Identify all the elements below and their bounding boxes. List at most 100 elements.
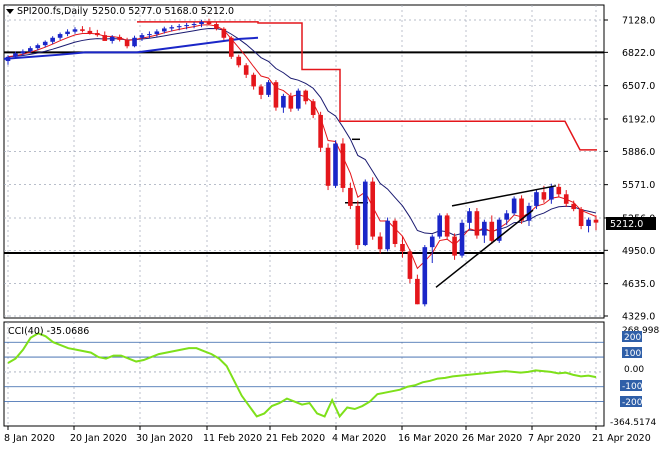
candle-body (251, 74, 256, 87)
main-chart-frame (3, 4, 605, 319)
price-tick-label: 6822.0 (622, 48, 655, 59)
time-axis: 8 Jan 2020 20 Jan 2020 30 Jan 2020 11 Feb 2… (4, 426, 651, 444)
time-tick-label: 20 Jan 2020 (70, 433, 127, 444)
candle-body (295, 90, 301, 109)
candle-body (95, 33, 100, 36)
candle-body (236, 56, 242, 66)
candle-body (496, 219, 502, 241)
wedge-lower-trendline (435, 209, 534, 288)
grid-lines (4, 5, 604, 426)
time-tick-label: 8 Jan 2020 (4, 433, 55, 444)
candle-body (310, 101, 316, 115)
candle-body (541, 192, 547, 200)
candle-body (348, 187, 353, 206)
candle-body (80, 29, 85, 31)
candle-body (578, 209, 584, 227)
candle-body (109, 36, 115, 41)
candle-body (370, 181, 376, 237)
symbol-label: SPI200.fs,Daily (17, 6, 88, 17)
candle-body (154, 31, 160, 35)
cci-panel-frame (3, 321, 605, 427)
candle-body (281, 95, 286, 108)
candle-body (169, 27, 175, 29)
cci-200-marker (622, 331, 642, 342)
candle-body (258, 86, 264, 95)
candle-body (191, 24, 197, 26)
candle-body (318, 114, 323, 148)
candle-body (511, 198, 517, 214)
current-price-marker (606, 217, 656, 230)
price-axis: 7128.06822.06507.06192.05886.05571.05256… (604, 16, 655, 323)
cci-axis-0: 0.00 (624, 365, 644, 375)
candle-body (206, 21, 212, 25)
resistance-step-line (137, 21, 597, 151)
current-price-label: 5212.0 (610, 219, 643, 230)
candle-body (333, 143, 338, 186)
candle-body (102, 35, 108, 41)
time-tick-label: 4 Mar 2020 (332, 433, 386, 444)
candle-body (407, 251, 413, 279)
candle-body (362, 181, 368, 246)
time-tick-label: 21 Feb 2020 (266, 433, 325, 444)
candle-body (13, 53, 18, 57)
cci-axis-m100: -100 (622, 382, 643, 392)
candle-body (132, 37, 137, 47)
candle-body (452, 236, 457, 256)
cci-m200-marker (620, 396, 642, 407)
cci-100-marker (622, 347, 642, 358)
candle-body (556, 186, 562, 195)
time-tick-label: 11 Feb 2020 (203, 433, 262, 444)
candle-body (385, 220, 390, 250)
time-tick-label: 26 Mar 2020 (462, 433, 522, 444)
price-tick-label: 6507.0 (622, 81, 655, 92)
price-tick-label: 6192.0 (622, 114, 655, 125)
candle-body (549, 186, 554, 200)
candle-body (429, 236, 435, 248)
candle-body (117, 36, 122, 40)
candle-body (415, 278, 420, 305)
wedge-upper-trendline (451, 185, 557, 207)
chart-dropdown-icon[interactable] (6, 9, 14, 14)
candle-body (474, 211, 480, 236)
candle-body (563, 194, 569, 204)
candle-body (35, 45, 41, 49)
price-tick-label: 4329.0 (622, 312, 655, 323)
trend-band-line (3, 36, 259, 60)
candle-body (65, 31, 70, 35)
candle-body (444, 215, 450, 237)
candle-body (124, 39, 130, 47)
candle-body (288, 95, 294, 109)
candle-body (221, 28, 227, 38)
candle-body (20, 51, 26, 54)
candle-body (504, 213, 509, 220)
candle-body (5, 56, 11, 62)
price-tick-label: 4635.0 (622, 279, 655, 290)
candle-body (176, 26, 182, 28)
drawn-trendlines (435, 185, 557, 288)
candle-body (400, 243, 405, 252)
candle-body (586, 219, 591, 227)
time-tick-label: 16 Mar 2020 (398, 433, 458, 444)
candle-body (467, 211, 472, 223)
candle-body (593, 219, 599, 223)
candle-body (340, 143, 346, 188)
candle-body (534, 192, 539, 206)
cci-axis-bottom: -364.5174 (610, 418, 656, 428)
candle-body (273, 82, 279, 108)
price-tick-label: 5571.0 (622, 180, 655, 191)
candle-body (243, 65, 249, 75)
candle-body (377, 236, 383, 250)
candle-body (57, 34, 63, 38)
candle-body (459, 222, 465, 256)
candle-body (422, 247, 428, 305)
cci-line (7, 332, 597, 419)
ohlc-readout: 5250.0 5277.0 5168.0 5212.0 (92, 6, 234, 17)
candle-body (303, 90, 309, 102)
candle-body (87, 30, 93, 34)
cci-series-line (7, 332, 597, 419)
candle-body (325, 147, 331, 186)
price-tick-label: 5886.0 (622, 147, 655, 158)
cci-axis-200: 200 (624, 333, 641, 343)
cci-axis-100: 100 (624, 349, 641, 359)
